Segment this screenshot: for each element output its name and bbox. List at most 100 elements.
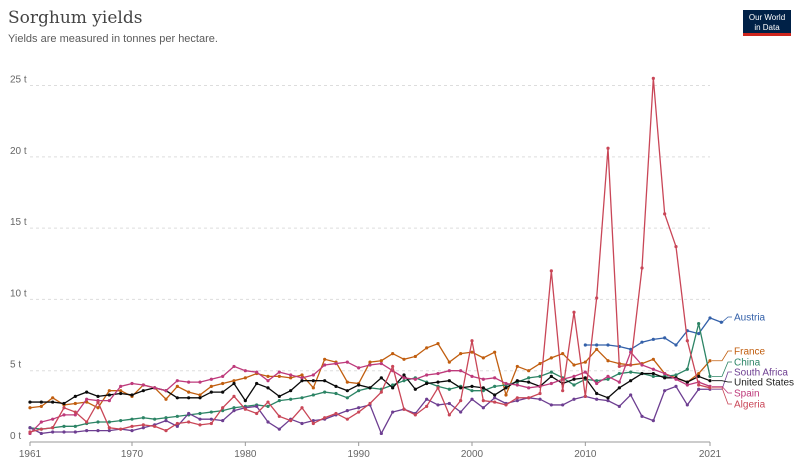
x-tick-label: 1990	[348, 449, 371, 460]
data-point-united-states	[583, 376, 587, 380]
legend-connector-austria	[720, 316, 732, 323]
data-point-france	[73, 401, 77, 406]
data-point-france	[436, 342, 440, 346]
chart-title: Sorghum yields	[8, 8, 143, 28]
data-point-france	[459, 351, 463, 356]
data-point-algeria	[187, 420, 191, 424]
data-point-china	[119, 419, 123, 423]
data-point-spain	[515, 383, 519, 387]
data-point-algeria	[368, 401, 372, 406]
data-point-france	[493, 350, 497, 354]
data-point-algeria	[583, 394, 587, 398]
data-point-spain	[300, 376, 304, 380]
data-point-spain	[141, 383, 145, 387]
data-point-algeria	[481, 399, 485, 403]
data-point-united-states	[107, 393, 111, 397]
data-point-algeria	[391, 364, 395, 369]
data-point-algeria	[493, 400, 497, 404]
data-point-south-africa	[493, 396, 497, 400]
data-point-france	[266, 374, 270, 379]
data-point-france	[515, 364, 519, 369]
legend-label-united-states: United States	[734, 378, 794, 389]
y-tick-label: 25 t	[10, 75, 27, 86]
data-point-france	[470, 350, 474, 354]
data-point-algeria	[470, 339, 474, 343]
data-point-south-africa	[425, 397, 429, 401]
data-point-china	[334, 391, 338, 396]
data-point-france	[379, 359, 383, 363]
data-point-china	[175, 414, 179, 418]
data-point-china	[300, 396, 304, 400]
data-point-spain	[85, 397, 89, 401]
data-point-south-africa	[674, 384, 678, 388]
data-point-france	[583, 360, 587, 364]
data-point-algeria	[379, 390, 383, 394]
data-point-algeria	[153, 424, 157, 428]
data-point-spain	[685, 383, 689, 387]
data-point-south-africa	[51, 430, 55, 434]
data-point-spain	[39, 420, 43, 424]
data-point-france	[561, 351, 565, 356]
data-point-austria	[719, 320, 723, 324]
x-tick-label: 1980	[234, 449, 257, 460]
y-tick-label: 10 t	[10, 288, 27, 299]
data-point-france	[187, 390, 191, 394]
data-point-south-africa	[640, 414, 644, 418]
legend-connector-united-states	[712, 380, 732, 383]
data-point-algeria	[436, 386, 440, 390]
legend-label-spain: Spain	[734, 389, 760, 400]
data-point-algeria	[447, 413, 451, 417]
data-point-algeria	[243, 407, 247, 411]
data-point-algeria	[73, 410, 77, 414]
data-point-china	[697, 322, 701, 326]
data-point-algeria	[164, 428, 168, 433]
data-point-south-africa	[198, 417, 202, 421]
data-point-spain	[413, 377, 417, 381]
data-point-united-states	[119, 391, 123, 396]
legend-label-france: France	[734, 347, 766, 358]
data-point-spain	[51, 417, 55, 421]
data-point-france	[402, 357, 406, 361]
data-point-united-states	[323, 379, 327, 383]
data-point-united-states	[232, 381, 236, 386]
data-point-france	[243, 376, 247, 380]
data-point-south-africa	[663, 389, 667, 393]
data-point-china	[481, 389, 485, 393]
data-point-china	[198, 411, 202, 416]
data-point-united-states	[255, 381, 259, 386]
data-point-united-states	[629, 379, 633, 383]
data-point-algeria	[141, 423, 145, 427]
data-point-algeria	[606, 146, 610, 150]
data-point-south-africa	[379, 431, 383, 436]
data-point-france	[595, 347, 599, 351]
data-point-austria	[606, 343, 610, 347]
data-point-spain	[651, 367, 655, 371]
data-point-algeria	[85, 420, 89, 424]
data-point-algeria	[130, 424, 134, 428]
data-point-spain	[436, 371, 440, 376]
data-point-china	[357, 389, 361, 393]
data-point-south-africa	[164, 419, 168, 423]
data-point-spain	[379, 361, 383, 366]
owid-logo[interactable]: Our World in Data	[743, 10, 791, 36]
data-point-united-states	[425, 381, 429, 386]
data-point-algeria	[289, 419, 293, 423]
legend-label-china: China	[734, 358, 761, 369]
data-point-france	[300, 373, 304, 377]
data-point-united-states	[39, 400, 43, 404]
data-point-united-states	[402, 373, 406, 377]
data-point-united-states	[459, 386, 463, 390]
data-point-south-africa	[255, 404, 259, 408]
data-point-south-africa	[549, 403, 553, 407]
data-point-france	[527, 369, 531, 373]
data-point-spain	[459, 369, 463, 373]
data-point-south-africa	[617, 404, 621, 408]
data-point-united-states	[470, 384, 474, 388]
data-point-algeria	[504, 403, 508, 407]
data-point-algeria	[266, 400, 270, 404]
data-point-spain	[62, 413, 66, 417]
logo-line-2: in Data	[754, 23, 780, 32]
data-point-spain	[209, 377, 213, 381]
data-point-spain	[606, 374, 610, 379]
data-point-south-africa	[221, 419, 225, 423]
